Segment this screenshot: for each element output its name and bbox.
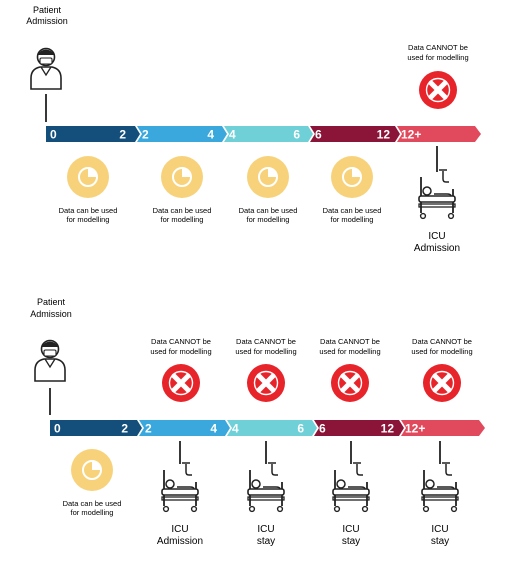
panel1-tick-label: 2 xyxy=(142,128,149,142)
pie-chart-icon xyxy=(246,155,290,199)
panel1-tick-label: 12 xyxy=(377,128,391,142)
panel2-icu-label-2: stay xyxy=(431,536,449,547)
panel1-usable-note-2: for modelling xyxy=(67,215,110,224)
cross-icon xyxy=(247,364,285,402)
panel2-cannot-note-1: Data CANNOT be xyxy=(151,337,211,346)
patient-icon xyxy=(34,339,66,382)
panel2-icu-label-2: Admission xyxy=(157,536,203,547)
panel1-timeline: 0 2 2 4 4 6 6 12 12+ xyxy=(46,126,481,142)
panel1-tick-label: 6 xyxy=(293,128,300,142)
panel1-segment-2-4 xyxy=(137,126,227,142)
panel1-cannot-note-1: Data CANNOT be xyxy=(408,43,468,52)
cross-icon xyxy=(423,364,461,402)
panel2-timeline: 0 2 2 4 4 6 6 12 12+ xyxy=(50,420,485,436)
panel2-icu-label-2: stay xyxy=(342,536,360,547)
panel1-segment-4-6 xyxy=(224,126,313,142)
panel2-admission-label-1: Patient xyxy=(37,297,66,307)
panel1-admission-label-1: Patient xyxy=(33,5,62,15)
panel2-segment-12plus xyxy=(401,420,485,436)
panel2-tick-label: 6 xyxy=(319,422,326,436)
panel2-icu-label-1: ICU xyxy=(431,524,448,535)
panel2-cannot-note-1: Data CANNOT be xyxy=(412,337,472,346)
panel2-cannot-note-1: Data CANNOT be xyxy=(320,337,380,346)
panel1-icu-label-2: Admission xyxy=(414,243,460,254)
panel2-usable-note-2: for modelling xyxy=(71,508,114,517)
panel2-tick-label: 4 xyxy=(232,422,239,436)
panel2-cannot-note-2: used for modelling xyxy=(319,347,380,356)
panel2-segment-6-12 xyxy=(314,420,404,436)
pie-chart-icon xyxy=(66,155,110,199)
panel1-icu-label-1: ICU xyxy=(428,231,445,242)
panel2-cannot-note-2: used for modelling xyxy=(235,347,296,356)
panel2-icu-label-1: ICU xyxy=(171,524,188,535)
panel1-tick-label: 2 xyxy=(119,128,126,142)
hospital-bed-icon xyxy=(332,462,370,513)
cross-icon xyxy=(331,364,369,402)
panel2-cannot-note-1: Data CANNOT be xyxy=(236,337,296,346)
panel2-tick-label: 2 xyxy=(145,422,152,436)
panel2-cannot-note-2: used for modelling xyxy=(150,347,211,356)
panel2-admission-label-2: Admission xyxy=(30,309,72,319)
panel1-usable-note-2: for modelling xyxy=(247,215,290,224)
hospital-bed-icon xyxy=(247,462,285,513)
panel2-icu-label-1: ICU xyxy=(257,524,274,535)
panel2-segment-0-2 xyxy=(50,420,142,436)
hospital-bed-icon xyxy=(161,462,199,513)
panel2-segment-2-4 xyxy=(139,420,230,436)
panel2-icu-label-2: stay xyxy=(257,536,275,547)
panel1-segment-6-12 xyxy=(310,126,400,142)
hospital-bed-icon xyxy=(421,462,459,513)
panel2-icu-label-1: ICU xyxy=(342,524,359,535)
panel1-usable-note-1: Data can be used xyxy=(153,206,212,215)
panel1-usable-note-2: for modelling xyxy=(161,215,204,224)
panel1-tick-label: 12+ xyxy=(401,128,421,142)
panel-2: Patient Admission 0 2 2 4 4 6 6 12 12+ D… xyxy=(30,297,485,547)
panel1-segment-0-2 xyxy=(46,126,140,142)
cross-icon xyxy=(419,71,457,109)
panel1-tick-label: 0 xyxy=(50,128,57,142)
pie-chart-icon xyxy=(160,155,204,199)
panel1-tick-label: 4 xyxy=(229,128,236,142)
panel2-tick-label: 12 xyxy=(381,422,395,436)
panel2-usable-note-1: Data can be used xyxy=(63,499,122,508)
panel1-segment-12plus xyxy=(397,126,481,142)
cross-icon xyxy=(162,364,200,402)
patient-icon xyxy=(30,47,62,90)
panel1-usable-note-1: Data can be used xyxy=(323,206,382,215)
panel2-segment-4-6 xyxy=(227,420,317,436)
pie-chart-icon xyxy=(330,155,374,199)
hospital-bed-icon xyxy=(418,169,456,220)
panel1-tick-label: 6 xyxy=(315,128,322,142)
panel1-admission-label-2: Admission xyxy=(26,16,68,26)
panel-1: Patient Admission 0 2 2 4 4 6 6 12 12+ D… xyxy=(26,5,481,254)
panel2-cannot-note-2: used for modelling xyxy=(411,347,472,356)
panel1-usable-note-1: Data can be used xyxy=(239,206,298,215)
panel2-tick-label: 12+ xyxy=(405,422,425,436)
panel2-tick-label: 0 xyxy=(54,422,61,436)
panel1-tick-label: 4 xyxy=(207,128,214,142)
panel2-tick-label: 4 xyxy=(210,422,217,436)
panel2-tick-label: 2 xyxy=(121,422,128,436)
panel1-usable-note-1: Data can be used xyxy=(59,206,118,215)
panel2-tick-label: 6 xyxy=(297,422,304,436)
panel1-cannot-note-2: used for modelling xyxy=(407,53,468,62)
pie-chart-icon xyxy=(70,448,114,492)
panel1-usable-note-2: for modelling xyxy=(331,215,374,224)
